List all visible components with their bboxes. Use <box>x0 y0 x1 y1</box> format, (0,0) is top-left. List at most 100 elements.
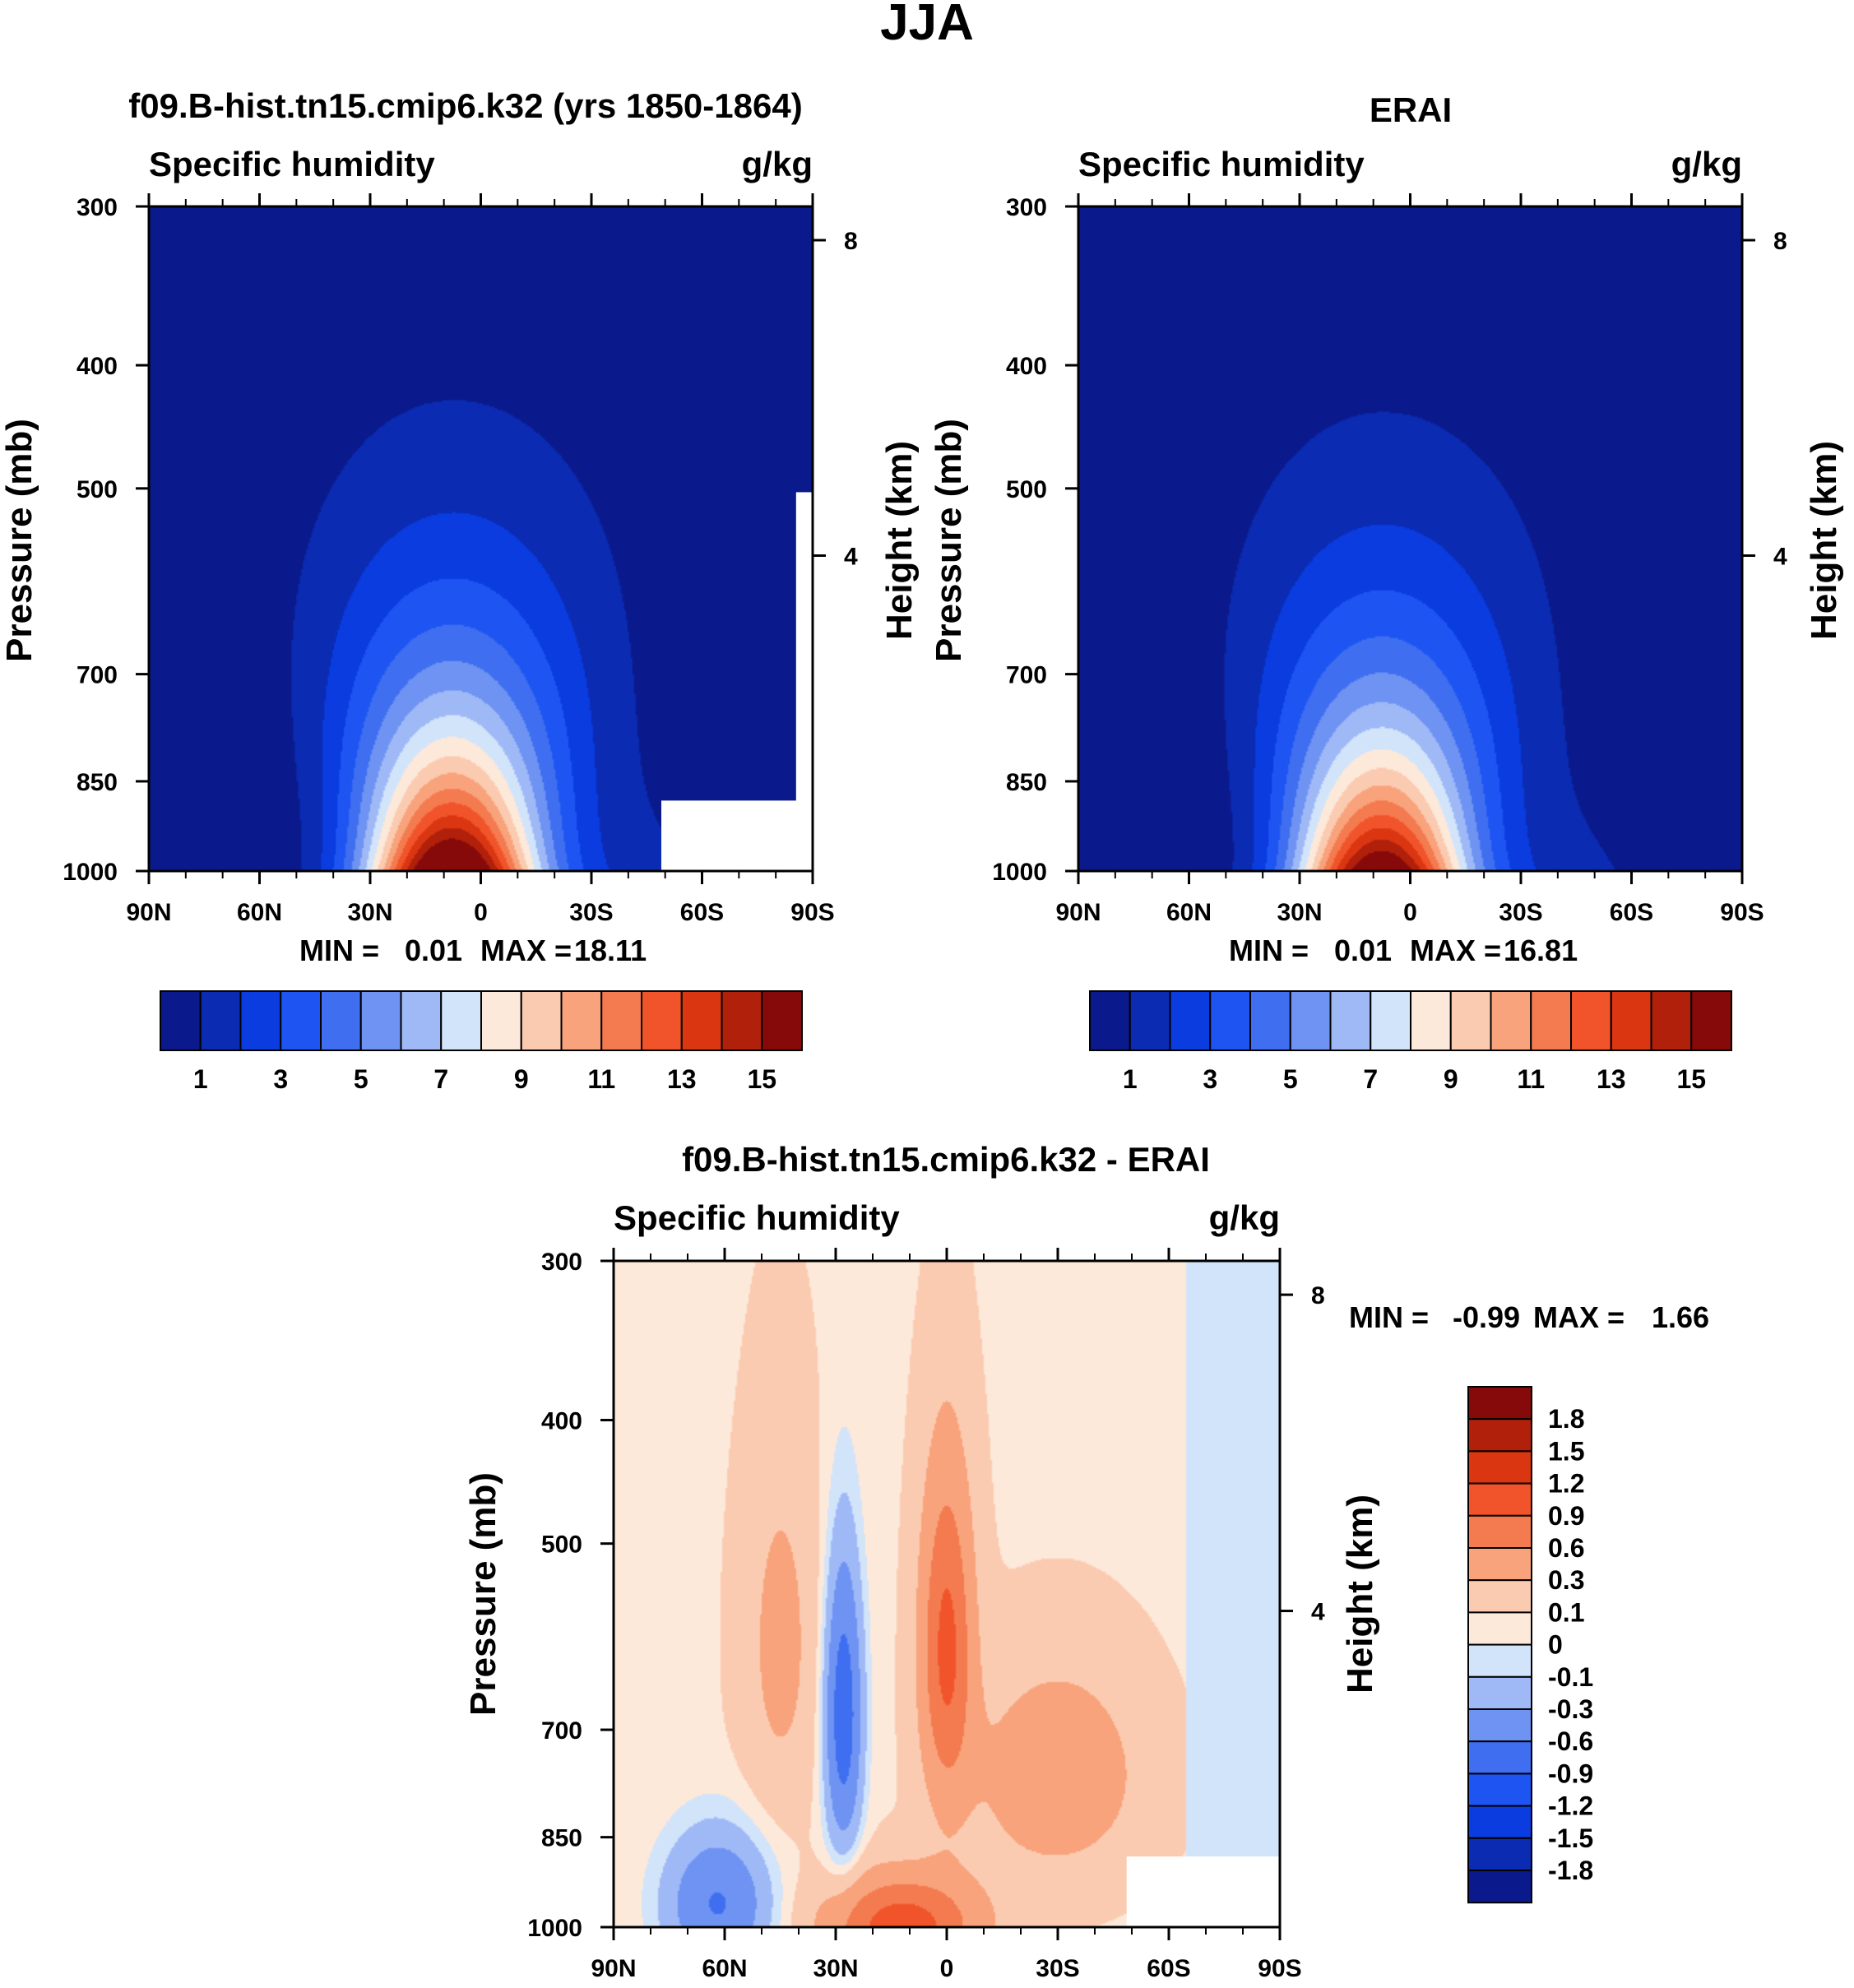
model-units-label: g/kg <box>742 145 813 183</box>
colorbar-box <box>400 990 443 1051</box>
y-tick-label: 1000 <box>527 1915 582 1942</box>
diff-units-label: g/kg <box>1209 1198 1280 1237</box>
colorbar-box <box>1530 990 1572 1051</box>
erai-panel: ERAI Specific humidity g/kg Pressure (mb… <box>929 90 1844 1094</box>
colorbar-label: 0.1 <box>1548 1597 1584 1627</box>
diff-max-value: 1.66 <box>1652 1300 1709 1334</box>
x-tick-label: 90S <box>1258 1955 1301 1982</box>
colorbar-box <box>359 990 402 1051</box>
x-tick-label: 60N <box>237 899 282 926</box>
heatmap-field <box>1078 206 1742 871</box>
colorbar-box <box>1249 990 1291 1051</box>
colorbar-box <box>761 990 803 1051</box>
y2-tick-label: 8 <box>1311 1282 1325 1309</box>
model-y2-axis-title: Height (km) <box>879 441 920 640</box>
colorbar-box <box>1410 990 1452 1051</box>
colorbar-label: 0.6 <box>1548 1533 1584 1563</box>
y-tick-label: 300 <box>541 1249 582 1276</box>
colorbar-label: 1.2 <box>1548 1469 1584 1499</box>
missing-data-mask <box>661 800 813 871</box>
diff-y-axis-title: Pressure (mb) <box>463 1472 503 1716</box>
colorbar-box <box>1467 1870 1532 1904</box>
diff-y2-axis-title: Height (km) <box>1340 1494 1380 1694</box>
erai-left-label: Specific humidity <box>1078 145 1365 183</box>
heatmap-field <box>614 1261 1280 1927</box>
figure-title: JJA <box>880 0 974 51</box>
colorbar-label: 11 <box>1517 1064 1545 1094</box>
colorbar-box <box>1169 990 1212 1051</box>
colorbar-box <box>1370 990 1411 1051</box>
colorbar-box <box>1467 1773 1532 1807</box>
erai-min-label: MIN = <box>1229 934 1309 967</box>
y-tick-label: 500 <box>541 1532 582 1559</box>
erai-min-value: 0.01 <box>1334 934 1392 967</box>
y-tick-label: 500 <box>1006 476 1047 503</box>
colorbar-label: -0.1 <box>1548 1662 1593 1692</box>
colorbar-label: 0 <box>1548 1630 1563 1660</box>
y2-tick-label: 4 <box>1311 1599 1325 1626</box>
y-tick-label: 1000 <box>63 859 118 886</box>
colorbar-box <box>280 990 322 1051</box>
colorbar-box <box>1467 1805 1532 1839</box>
y-tick-label: 850 <box>541 1825 582 1852</box>
y-tick-label: 700 <box>76 662 118 689</box>
erai-max-value: 16.81 <box>1504 934 1578 967</box>
diff-panel-title: f09.B-hist.tn15.cmip6.k32 - ERAI <box>682 1140 1210 1179</box>
colorbar-label: 5 <box>1283 1064 1298 1094</box>
colorbar-box <box>520 990 563 1051</box>
diff-min-value: -0.99 <box>1453 1300 1520 1334</box>
colorbar-box <box>1467 1514 1532 1550</box>
colorbar-box <box>1650 990 1693 1051</box>
model-min-value: 0.01 <box>405 934 462 967</box>
x-tick-label: 30S <box>569 899 613 926</box>
colorbar-label: 1.8 <box>1548 1404 1584 1434</box>
erai-panel-title: ERAI <box>1370 90 1452 129</box>
x-tick-label: 60N <box>702 1955 747 1982</box>
colorbar-box <box>1610 990 1652 1051</box>
colorbar-box <box>1467 1708 1532 1743</box>
diff-min-label: MIN = <box>1349 1300 1429 1334</box>
colorbar-box <box>1467 1547 1532 1582</box>
colorbar-box <box>600 990 642 1051</box>
y-tick-label: 300 <box>1006 194 1047 221</box>
x-tick-label: 30N <box>813 1955 858 1982</box>
model-panel-title: f09.B-hist.tn15.cmip6.k32 (yrs 1850-1864… <box>128 86 802 125</box>
y-tick-label: 1000 <box>992 859 1047 886</box>
model-left-label: Specific humidity <box>149 145 435 183</box>
x-tick-label: 30N <box>347 899 392 926</box>
y2-tick-label: 4 <box>844 544 858 571</box>
x-tick-label: 30N <box>1277 899 1322 926</box>
colorbar-box <box>199 990 242 1051</box>
erai-units-label: g/kg <box>1671 145 1742 183</box>
x-tick-label: 90S <box>790 899 834 926</box>
heatmap-field <box>149 206 813 871</box>
colorbar-label: 13 <box>1597 1064 1626 1094</box>
x-tick-label: 90N <box>126 899 171 926</box>
colorbar-label: -1.8 <box>1548 1856 1593 1885</box>
colorbar-label: -0.9 <box>1548 1759 1593 1788</box>
colorbar-box <box>1289 990 1332 1051</box>
colorbar-box <box>1467 1837 1532 1872</box>
y-tick-label: 300 <box>76 194 118 221</box>
erai-y-axis-title: Pressure (mb) <box>929 419 969 662</box>
colorbar-label: 3 <box>273 1064 288 1094</box>
y2-tick-label: 4 <box>1773 544 1787 571</box>
x-tick-label: 60S <box>1610 899 1653 926</box>
y-tick-label: 700 <box>541 1717 582 1745</box>
colorbar-label: -0.3 <box>1548 1694 1593 1724</box>
colorbar-box <box>1467 1450 1532 1485</box>
colorbar-label: 11 <box>587 1064 615 1094</box>
colorbar-box <box>1467 1579 1532 1614</box>
x-tick-label: 0 <box>474 899 488 926</box>
model-y-axis-title: Pressure (mb) <box>0 419 39 662</box>
colorbar-box <box>1467 1418 1532 1453</box>
colorbar-box <box>480 990 522 1051</box>
x-tick-label: 90N <box>591 1955 636 1982</box>
colorbar-label: 1.5 <box>1548 1436 1584 1466</box>
colorbar-label: 1 <box>1123 1064 1138 1094</box>
colorbar-label: 1 <box>193 1064 208 1094</box>
model-max-value: 18.11 <box>574 934 647 967</box>
colorbar-box <box>1570 990 1612 1051</box>
x-tick-label: 0 <box>940 1955 954 1982</box>
model-min-label: MIN = <box>299 934 379 967</box>
